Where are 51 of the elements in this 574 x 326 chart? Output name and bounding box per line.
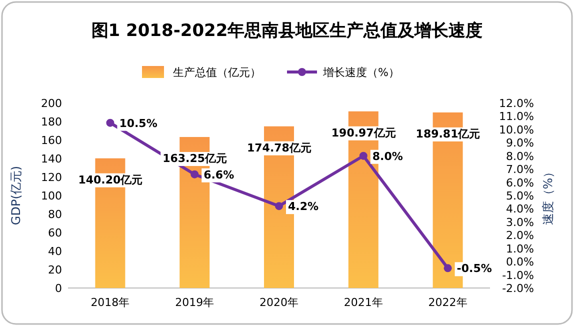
y2-tick-label: 1.0%	[506, 242, 534, 256]
data-label: 10.5%	[119, 116, 158, 130]
point	[190, 170, 199, 178]
y-tick-label: 20	[48, 264, 62, 276]
data-label: 189.81亿元	[416, 127, 480, 140]
y-axis-title: GDP(亿元)	[9, 166, 23, 226]
chart-title: 图1 2018-2022年思南县地区生产总值及增长速度	[91, 21, 483, 41]
data-label: 174.78亿元	[247, 141, 312, 154]
y2-tick-label: -1.0%	[502, 268, 534, 282]
y2-tick-label: 2.0%	[506, 229, 534, 242]
y-tick-label: 0	[55, 282, 62, 295]
y2-tick-label: 8.0%	[506, 150, 534, 163]
y2-tick-label: 0.0%	[506, 256, 534, 269]
y2-tick-label: 10.0%	[499, 123, 534, 136]
y2-tick-label: 3.0%	[506, 216, 534, 229]
y2-tick-label: 6.0%	[506, 176, 534, 190]
legend-label: 增长速度（%）	[322, 66, 400, 79]
legend-label: 生产总值（亿元）	[173, 66, 261, 79]
data-label: 163.25亿元	[162, 152, 228, 165]
y2-tick-label: -2.0%	[502, 282, 534, 295]
y2-tick-label: 9.0%	[506, 136, 534, 150]
y-tick-label: 140	[41, 152, 62, 166]
point	[275, 202, 283, 210]
y-tick-label: 100	[41, 190, 62, 202]
y2-axis-title: 速度（%）	[541, 166, 555, 226]
data-label: 140.20亿元	[78, 173, 143, 186]
data-label: 4.2%	[288, 200, 319, 214]
y-tick-label: 80	[48, 208, 62, 221]
point	[359, 152, 368, 160]
x-tick-label: 2022年	[428, 296, 468, 309]
x-tick-label: 2021年	[344, 296, 383, 309]
y-tick-label: 180	[41, 116, 62, 128]
data-label: 6.6%	[204, 168, 234, 182]
y-tick-label: 60	[48, 226, 62, 240]
point	[444, 264, 452, 272]
y-tick-label: 40	[48, 245, 62, 258]
y2-tick-label: 12.0%	[499, 97, 534, 110]
y-tick-label: 120	[41, 171, 62, 184]
x-tick-label: 2018年	[90, 296, 130, 309]
data-label: 8.0%	[372, 150, 403, 163]
y2-tick-label: 4.0%	[506, 202, 534, 216]
y2-tick-label: 11.0%	[499, 110, 534, 124]
x-tick-label: 2020年	[260, 296, 298, 309]
data-label: -0.5%	[456, 262, 492, 276]
y-tick-label: 200	[41, 97, 62, 110]
data-label: 190.97亿元	[331, 126, 396, 140]
point	[106, 118, 114, 127]
y2-tick-label: 5.0%	[506, 190, 534, 202]
y-tick-label: 160	[41, 134, 62, 147]
x-tick-label: 2019年	[175, 296, 214, 309]
y2-tick-label: 7.0%	[506, 163, 534, 176]
